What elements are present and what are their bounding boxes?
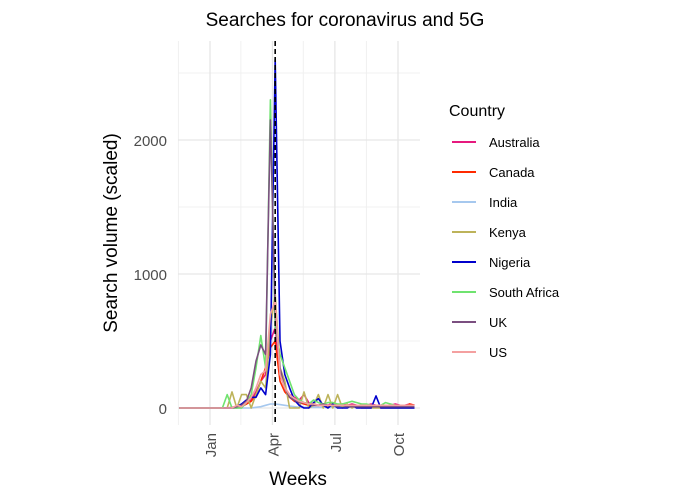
legend-label: Kenya <box>489 225 527 240</box>
legend: Country Australia Canada India Kenya Nigeria… <box>449 103 560 360</box>
x-tick-label: Oct <box>391 432 408 456</box>
x-axis-ticks: Jan Apr Jul Oct <box>203 432 408 457</box>
legend-item-south-africa: South Africa <box>452 285 560 300</box>
legend-label: Nigeria <box>489 255 531 270</box>
legend-item-australia: Australia <box>452 135 540 150</box>
x-tick-label: Jan <box>203 433 220 457</box>
y-tick-label: 0 <box>159 401 167 418</box>
legend-label: Canada <box>489 165 535 180</box>
series-line-nigeria <box>179 58 415 409</box>
x-tick-label: Jul <box>328 433 345 452</box>
chart-title: Searches for coronavirus and 5G <box>206 10 485 31</box>
legend-item-canada: Canada <box>452 165 535 180</box>
legend-label: Australia <box>489 135 540 150</box>
series-line-kenya <box>179 293 415 409</box>
legend-label: India <box>489 195 518 210</box>
series-line-uk <box>179 119 415 409</box>
gridlines <box>177 41 420 425</box>
legend-item-nigeria: Nigeria <box>452 255 531 270</box>
x-axis-label: Weeks <box>269 469 327 490</box>
series-line-us <box>179 299 415 409</box>
y-axis-label: Search volume (scaled) <box>101 133 122 333</box>
y-tick-label: 2000 <box>134 133 167 150</box>
legend-label: South Africa <box>489 285 560 300</box>
series-line-australia <box>179 326 415 409</box>
legend-label: US <box>489 345 507 360</box>
x-tick-label: Apr <box>265 433 282 456</box>
legend-item-uk: UK <box>452 315 507 330</box>
legend-label: UK <box>489 315 507 330</box>
legend-title: Country <box>449 103 505 120</box>
series-lines <box>179 58 415 409</box>
y-tick-label: 1000 <box>134 267 167 284</box>
y-axis-ticks: 0 1000 2000 <box>134 133 167 418</box>
legend-item-us: US <box>452 345 507 360</box>
legend-item-india: India <box>452 195 518 210</box>
series-line-south-africa <box>179 99 415 409</box>
legend-item-kenya: Kenya <box>452 225 527 240</box>
